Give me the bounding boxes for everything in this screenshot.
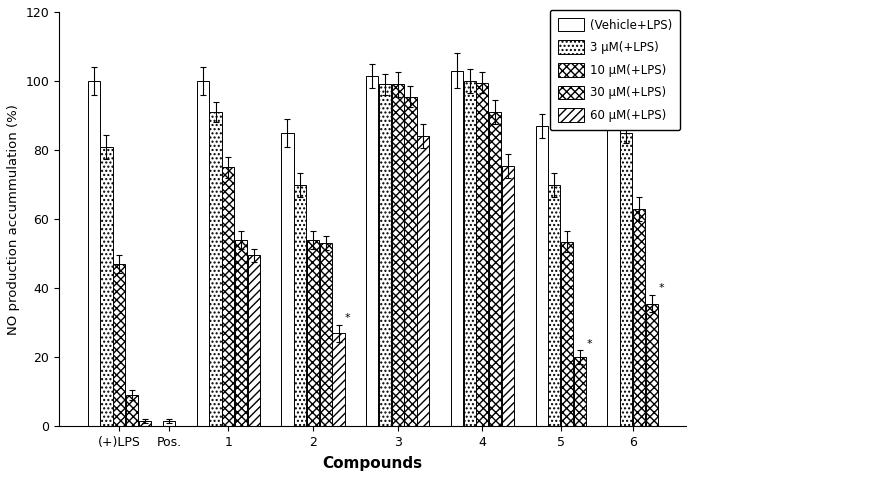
Bar — [163, 421, 175, 426]
Bar — [139, 421, 150, 426]
Bar — [223, 167, 234, 426]
Bar — [536, 126, 547, 426]
Bar — [307, 240, 319, 426]
Bar — [464, 81, 476, 426]
Bar — [235, 240, 247, 426]
Bar — [333, 333, 345, 426]
Bar — [392, 85, 404, 426]
Bar — [451, 71, 463, 426]
Bar — [476, 83, 488, 426]
X-axis label: Compounds: Compounds — [323, 456, 422, 471]
Bar — [561, 241, 573, 426]
Bar — [126, 395, 138, 426]
Bar — [502, 166, 514, 426]
Bar — [100, 147, 113, 426]
Bar — [405, 97, 416, 426]
Bar — [294, 185, 306, 426]
Bar — [114, 264, 125, 426]
Bar — [366, 76, 378, 426]
Bar — [607, 103, 620, 426]
Text: *: * — [658, 283, 664, 293]
Bar — [379, 85, 391, 426]
Legend: (Vehicle+LPS), 3 μM(+LPS), 10 μM(+LPS), 30 μM(+LPS), 60 μM(+LPS): (Vehicle+LPS), 3 μM(+LPS), 10 μM(+LPS), … — [550, 10, 680, 130]
Text: *: * — [345, 313, 350, 323]
Bar — [248, 255, 260, 426]
Bar — [319, 243, 332, 426]
Bar — [417, 136, 429, 426]
Bar — [646, 304, 658, 426]
Bar — [548, 185, 561, 426]
Bar — [197, 81, 209, 426]
Bar — [282, 133, 294, 426]
Bar — [209, 112, 222, 426]
Bar — [633, 209, 645, 426]
Bar — [574, 358, 586, 426]
Bar — [489, 112, 502, 426]
Text: *: * — [586, 339, 592, 348]
Bar — [88, 81, 99, 426]
Y-axis label: NO production accummulation (%): NO production accummulation (%) — [7, 104, 20, 335]
Bar — [620, 133, 633, 426]
